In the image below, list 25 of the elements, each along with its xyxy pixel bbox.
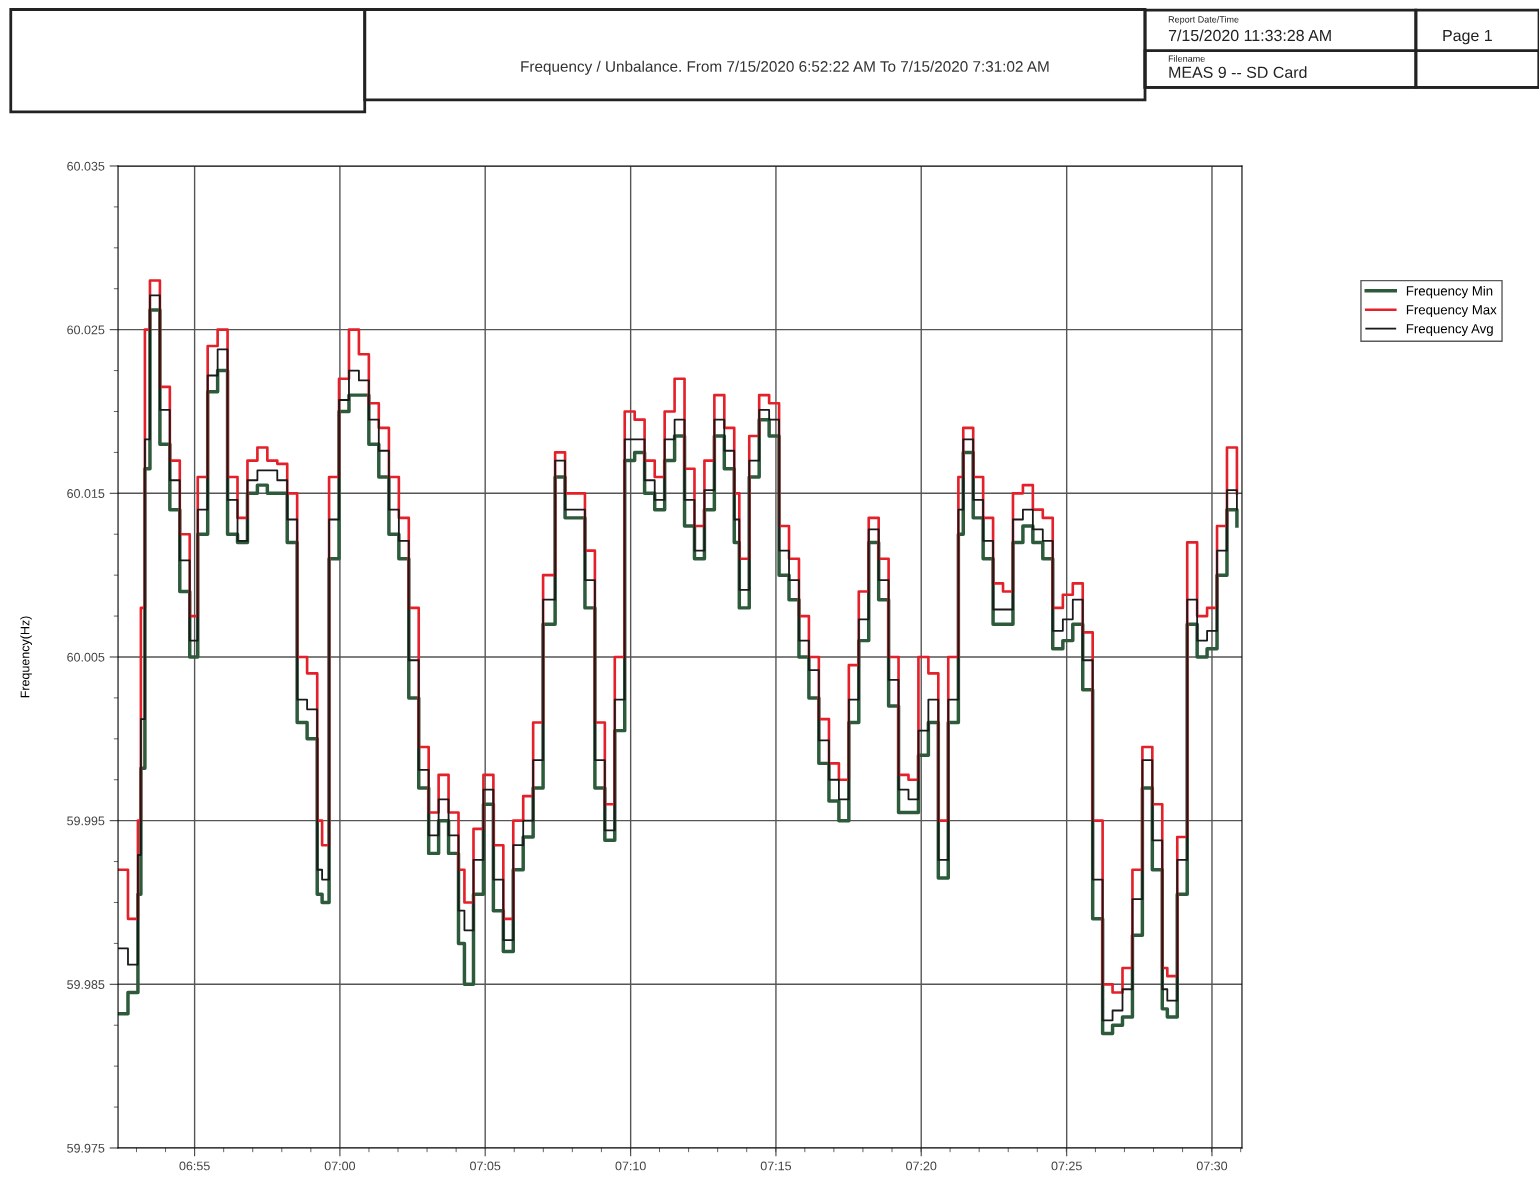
legend-label: Frequency Max xyxy=(1406,305,1497,318)
x-tick-label: 07:30 xyxy=(1196,1161,1228,1171)
y-tick-label: 60.005 xyxy=(67,652,105,662)
x-tick-label: 07:20 xyxy=(906,1161,937,1171)
text: Filename xyxy=(1168,55,1205,62)
x-tick-label: 07:25 xyxy=(1051,1161,1082,1171)
y-tick-label: 59.995 xyxy=(67,816,105,826)
x-tick-label: 07:15 xyxy=(760,1161,792,1171)
x-tick-label: 07:10 xyxy=(615,1161,646,1171)
chart-title: Frequency / Unbalance. From 7/15/2020 6:52:22 AM To 7/15/2020 7:31:02 AM xyxy=(521,60,1049,75)
y-tick-label: 60.015 xyxy=(67,489,105,498)
y-tick-label: 59.975 xyxy=(67,1143,105,1153)
y-tick-label: 59.985 xyxy=(67,980,105,989)
y-axis-title: Frequency(Hz) xyxy=(20,616,32,698)
x-tick-label: 07:05 xyxy=(470,1161,501,1171)
y-tick-label: 60.035 xyxy=(67,161,105,171)
x-tick-label: 07:00 xyxy=(324,1161,356,1171)
legend-label: Frequency Avg xyxy=(1406,324,1493,336)
text: Page 1 xyxy=(1443,30,1492,45)
text: Report Date/Time xyxy=(1168,16,1239,25)
text: 7/15/2020 11:33:28 AM xyxy=(1168,29,1331,42)
x-tick-label: 06:55 xyxy=(179,1161,210,1171)
text: MEAS 9 -- SD Card xyxy=(1169,66,1307,79)
y-tick-label: 60.025 xyxy=(67,325,105,335)
legend-label: Frequency Min xyxy=(1406,285,1493,299)
